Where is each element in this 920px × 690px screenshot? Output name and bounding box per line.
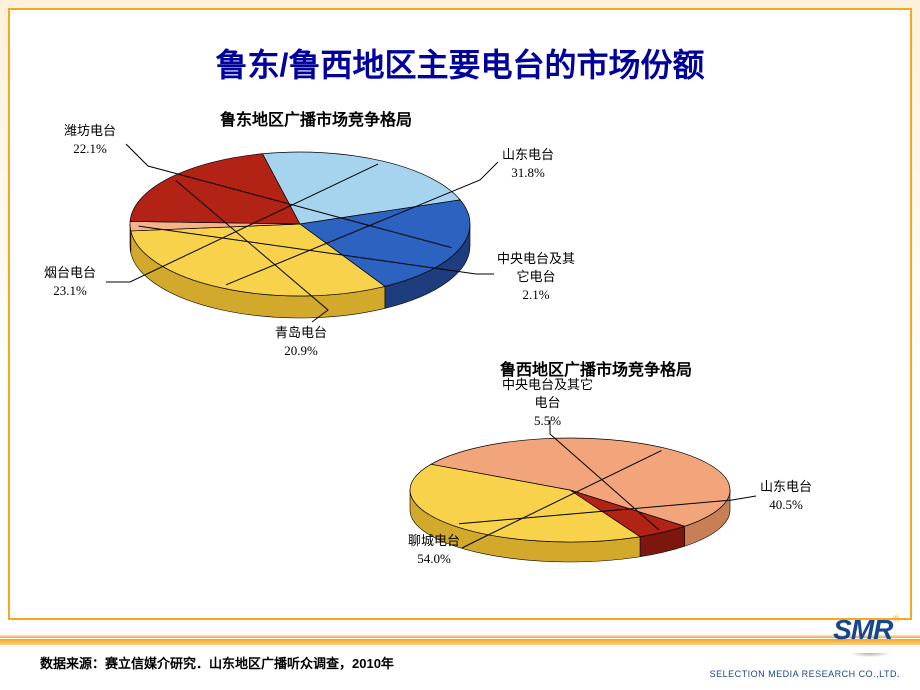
content-frame: 鲁东/鲁西地区主要电台的市场份额 鲁东地区广播市场竞争格局 山东电台31.8% … [8, 8, 912, 620]
chart1-label-4: 潍坊电台22.1% [64, 122, 116, 158]
logo-shadow [840, 653, 900, 659]
chart1-label-3: 烟台电台23.1% [44, 264, 96, 300]
slide: 鲁东/鲁西地区主要电台的市场份额 鲁东地区广播市场竞争格局 山东电台31.8% … [0, 0, 920, 690]
chart2-label-0: 山东电台40.5% [760, 478, 812, 514]
source-text: 数据来源：赛立信媒介研究．山东地区广播听众调查，2010年 [40, 653, 394, 672]
chart2-label-2: 中央电台及其它电台5.5% [502, 376, 593, 431]
chart1-label-0: 山东电台31.8% [502, 146, 554, 182]
page-title: 鲁东/鲁西地区主要电台的市场份额 [10, 40, 910, 86]
chart2-label-1: 聊城电台54.0% [408, 532, 460, 568]
chart1-label-1: 中央电台及其它电台2.1% [497, 250, 575, 305]
logo-brand: SMR [833, 614, 892, 645]
logo: SMR® SELECTION MEDIA RESEARCH CO.,LTD. [710, 614, 900, 682]
logo-registered: ® [892, 614, 900, 625]
chart-area: 鲁东地区广播市场竞争格局 山东电台31.8% 中央电台及其它电台2.1% 青岛电… [30, 100, 890, 598]
chart1-label-2: 青岛电台20.9% [275, 324, 327, 360]
chart1-pie [110, 136, 490, 336]
logo-sub: SELECTION MEDIA RESEARCH CO.,LTD. [710, 669, 900, 679]
chart1-title: 鲁东地区广播市场竞争格局 [220, 106, 412, 130]
